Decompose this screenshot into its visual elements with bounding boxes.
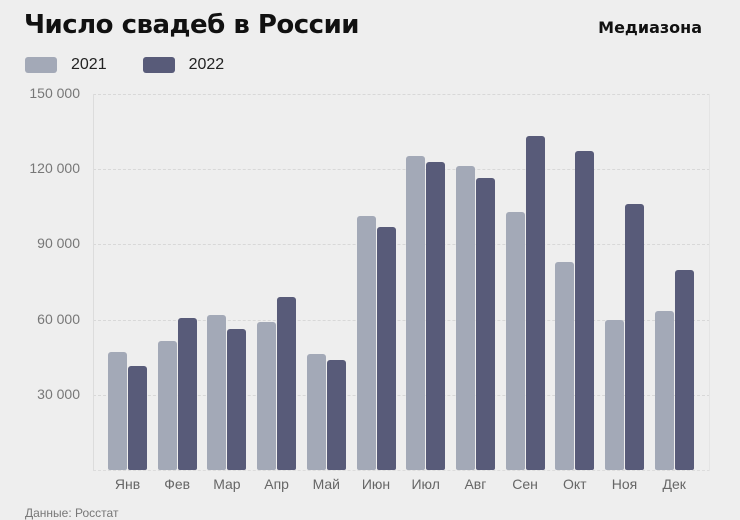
legend-label-2021: 2021 <box>71 56 107 73</box>
bar-2021-10 <box>555 262 575 470</box>
y-tick-label: 150 000 <box>29 85 80 101</box>
x-tick-label: Июл <box>411 476 440 492</box>
x-tick-label: Июн <box>361 476 391 492</box>
x-tick-label: Окт <box>563 476 587 492</box>
bar-2022-4 <box>277 296 297 470</box>
gridline <box>93 394 710 396</box>
bar-2022-11 <box>625 204 644 470</box>
data-source: Данные: Росстат <box>25 506 119 520</box>
bar-2022-3 <box>227 328 247 470</box>
plot-border-right <box>709 94 710 471</box>
bar-2021-12 <box>654 310 674 470</box>
bar-2022-8 <box>475 178 495 470</box>
legend-item-2021: 2021 <box>25 56 107 74</box>
bar-2021-7 <box>406 156 426 470</box>
x-tick-label: Апр <box>264 476 289 492</box>
x-tick-label: Мар <box>213 476 241 492</box>
bar-2021-5 <box>306 353 326 470</box>
legend-item-2022: 2022 <box>142 56 225 74</box>
bar-2021-1 <box>108 351 127 470</box>
y-tick-label: 120 000 <box>29 160 80 177</box>
bar-2022-7 <box>426 162 446 470</box>
bar-2021-2 <box>157 340 177 470</box>
bar-2022-12 <box>674 270 694 470</box>
chart-title: Число свадеб в России <box>24 10 360 40</box>
bar-2021-3 <box>207 314 227 470</box>
x-tick-label: Фев <box>164 476 191 492</box>
bar-2022-9 <box>525 136 545 470</box>
y-tick-label: 30 000 <box>37 385 80 402</box>
bar-2021-4 <box>257 321 277 470</box>
bar-2022-10 <box>575 151 595 470</box>
legend: 2021 2022 <box>25 56 260 74</box>
bar-2021-8 <box>455 166 475 470</box>
x-tick-label: Май <box>312 476 341 492</box>
bar-2022-2 <box>177 317 197 470</box>
gridline <box>93 319 710 321</box>
gridline <box>93 169 710 171</box>
legend-label-2022: 2022 <box>188 56 225 73</box>
bar-2021-9 <box>505 212 525 470</box>
x-tick-label: Ноя <box>611 476 638 492</box>
y-tick-label: 90 000 <box>37 235 80 252</box>
bar-2021-11 <box>605 319 624 470</box>
bar-2021-6 <box>356 216 376 470</box>
bar-2022-6 <box>376 227 396 470</box>
gridline <box>93 244 710 246</box>
bar-2022-5 <box>326 359 346 470</box>
x-tick-label: Сен <box>512 476 538 492</box>
x-tick-label: Янв <box>114 476 141 492</box>
bar-2022-1 <box>128 365 147 470</box>
y-tick-label: 60 000 <box>37 310 80 327</box>
gridline <box>93 94 710 95</box>
y-axis-line <box>93 94 94 471</box>
x-tick-label: Дек <box>662 476 686 492</box>
legend-swatch-2022 <box>142 57 175 73</box>
brand-logo: Медиазона <box>598 18 702 37</box>
x-axis-baseline <box>93 470 710 471</box>
legend-swatch-2021 <box>25 57 57 73</box>
x-tick-label: Авг <box>464 476 487 492</box>
